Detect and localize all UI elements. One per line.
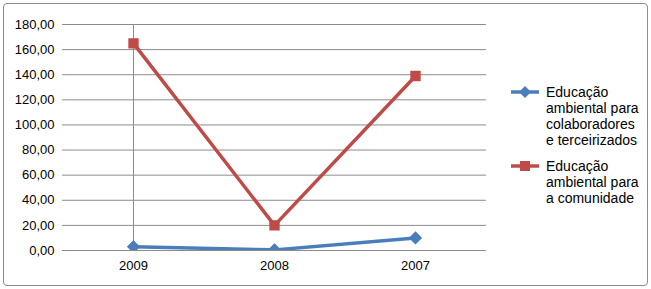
svg-text:60,00: 60,00	[22, 167, 55, 182]
svg-text:100,00: 100,00	[15, 117, 55, 132]
svg-text:160,00: 160,00	[15, 41, 55, 56]
svg-text:0,00: 0,00	[29, 242, 54, 257]
html-text:Educação ambiental para a comu: Educação ambiental para a comunidade	[546, 157, 639, 206]
svg-text:2009: 2009	[119, 257, 148, 272]
svg-text:20,00: 20,00	[22, 217, 55, 232]
html-text:Educação ambiental para colabo: Educação ambiental para colaboradores e …	[546, 83, 639, 148]
svg-text:120,00: 120,00	[15, 91, 55, 106]
svg-text:2007: 2007	[401, 257, 430, 272]
svg-text:2008: 2008	[260, 257, 289, 272]
svg-text:140,00: 140,00	[15, 66, 55, 81]
svg-text:80,00: 80,00	[22, 142, 55, 157]
svg-text:180,00: 180,00	[15, 16, 55, 31]
svg-text:40,00: 40,00	[22, 192, 55, 207]
